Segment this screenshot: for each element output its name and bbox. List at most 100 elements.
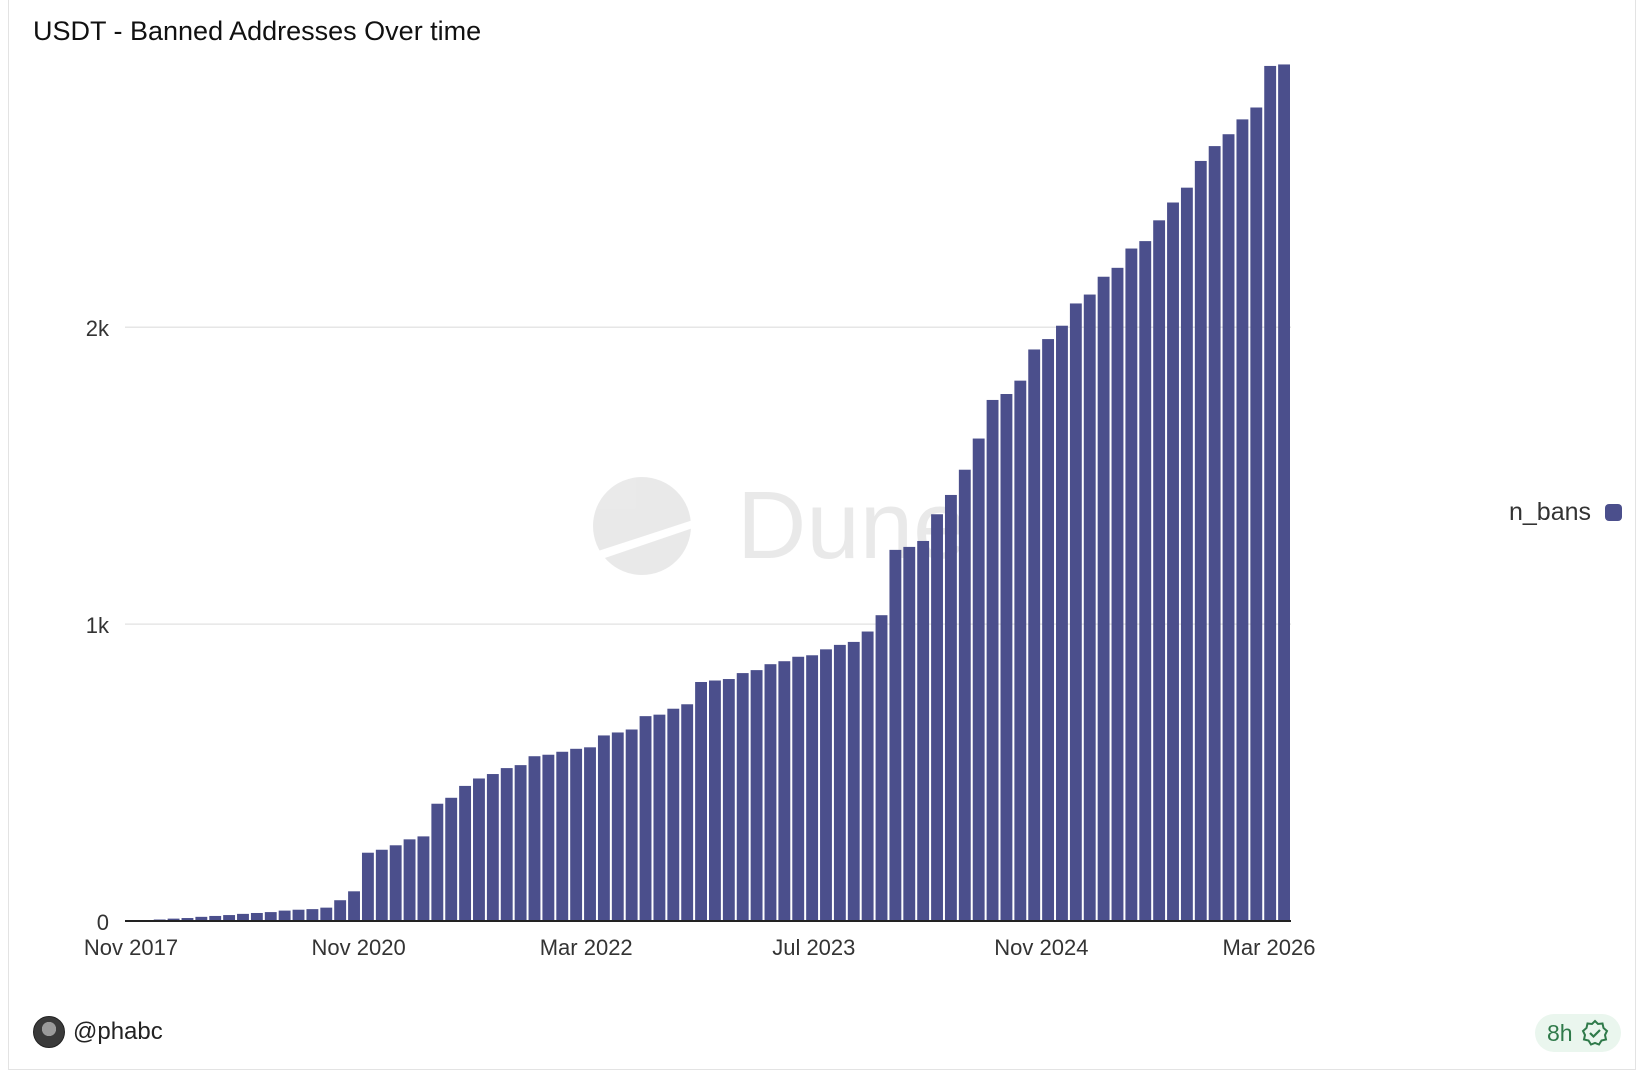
bar [709,680,721,921]
bar [847,641,860,921]
bar [764,664,777,921]
bar [486,774,499,921]
bar [1264,65,1277,921]
bar [903,546,916,921]
chart-card: USDT - Banned Addresses Over time Dune 0 1… [8,0,1636,1070]
bar [1028,349,1041,922]
bar [1250,107,1263,922]
bar [473,778,485,921]
bar [167,918,180,921]
bar [833,644,846,921]
bar [306,909,319,921]
bar [1083,294,1096,921]
bar [667,708,680,921]
refresh-time: 8h [1547,1019,1573,1046]
bar [806,655,819,921]
bar [861,631,874,921]
bar [542,754,555,921]
bar [625,729,638,921]
y-tick-label: 0 [97,910,109,935]
verified-check-icon [1581,1019,1608,1046]
bar [944,494,957,921]
x-tick-label: Nov 2020 [312,935,406,960]
legend[interactable]: n_bans [1509,498,1623,527]
chart-title: USDT - Banned Addresses Over time [33,16,482,46]
bar [459,785,472,921]
bar [250,912,263,921]
bar [722,679,735,921]
bar [917,540,930,921]
bar [237,913,249,921]
avatar[interactable] [33,1016,65,1048]
bar [500,768,513,921]
bar [1000,394,1013,921]
bar [875,615,888,921]
bar [681,704,694,921]
bar [750,670,763,921]
bar [1097,276,1110,921]
bar [1278,64,1290,922]
bar [1042,339,1055,921]
bar [611,732,624,921]
bar [431,803,444,921]
bar [278,910,291,921]
refresh-badge[interactable]: 8h [1535,1014,1621,1052]
bar [792,656,805,921]
bar [417,836,430,921]
bar [1153,220,1166,921]
bar [556,751,569,921]
bar [320,907,333,921]
bar [1111,267,1124,921]
bar [778,661,791,921]
author-info[interactable]: @phabc [33,1016,163,1048]
bar [570,748,583,921]
bar [1180,187,1193,921]
bar [181,918,194,921]
bar [1167,202,1179,921]
y-tick-label: 2k [86,316,110,341]
bar [695,681,707,921]
bar [639,716,652,921]
bar [1014,380,1027,921]
bar [195,916,208,921]
legend-label: n_bans [1509,498,1592,526]
bar [931,514,943,921]
bar [1125,248,1138,922]
bar [1208,146,1221,922]
bar [1069,303,1082,921]
bar [361,852,374,921]
bar [986,399,999,922]
bar [972,438,985,921]
bar [445,797,458,921]
bar [403,839,416,921]
bar [334,900,347,921]
bar [223,915,236,921]
bar [375,849,388,921]
bar [958,469,971,921]
y-tick-label: 1k [86,613,110,638]
bar [1194,160,1207,921]
x-tick-label: Mar 2026 [1223,935,1316,960]
x-tick-label: Nov 2017 [84,935,178,960]
bar [514,765,527,921]
bar [292,909,305,921]
bar [1139,241,1152,921]
author-name[interactable]: @phabc [73,1018,163,1045]
bar [820,649,832,921]
bar [389,845,402,921]
bar [1222,134,1235,922]
legend-swatch [1605,504,1623,521]
bar [584,747,596,921]
x-tick-label: Mar 2022 [540,935,633,960]
bar [1236,119,1249,921]
bar [653,714,666,921]
x-tick-label: Nov 2024 [994,935,1088,960]
bar [528,756,541,921]
bar [597,735,610,921]
bar [889,549,902,921]
bar [348,891,360,921]
bar [209,915,222,921]
bar [736,673,749,921]
bar [264,912,277,921]
